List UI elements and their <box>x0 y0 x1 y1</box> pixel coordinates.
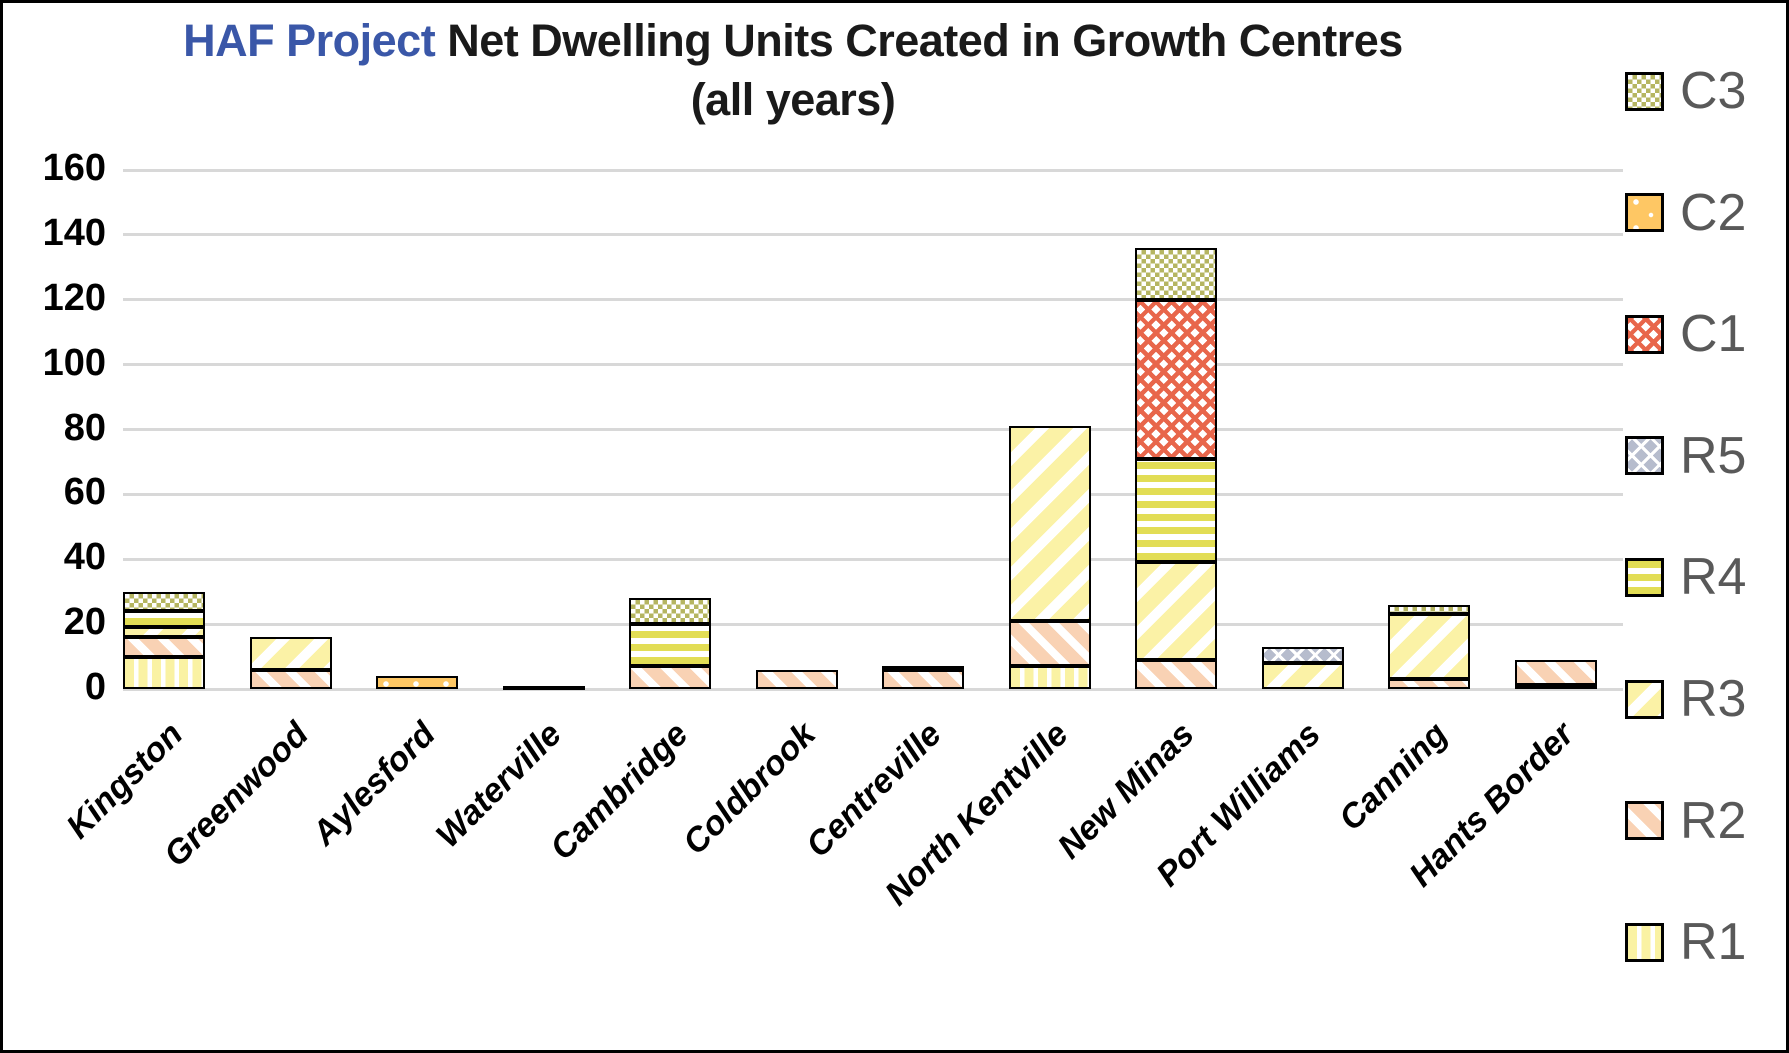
legend-item-C1: C1 <box>1625 308 1746 360</box>
bar-segment-R2 <box>1388 679 1470 689</box>
bar-canning <box>1388 604 1470 689</box>
bar-segment-R2 <box>123 637 205 657</box>
legend-label-C1: C1 <box>1680 305 1747 364</box>
gridline-20 <box>123 622 1623 626</box>
bar-segment-R2 <box>249 669 332 689</box>
legend-swatch-C2 <box>1625 193 1664 233</box>
bar-segment-R3 <box>123 627 205 638</box>
y-axis-label-100: 100 <box>42 341 106 384</box>
gridline-160 <box>123 168 1623 172</box>
y-axis-label-140: 140 <box>42 211 106 254</box>
x-axis-label-cambridge: Cambridge <box>543 715 696 868</box>
y-axis-label-80: 80 <box>63 406 106 449</box>
bar-segment-R2 <box>1514 659 1597 685</box>
bar-kingston <box>123 591 205 689</box>
bar-segment-C3 <box>123 591 205 612</box>
legend-label-C2: C2 <box>1680 183 1747 242</box>
chart-title-line2: (all years) <box>690 74 896 126</box>
legend-swatch-R1 <box>1625 922 1664 962</box>
bar-aylesford <box>376 676 458 689</box>
bar-segment-C3 <box>1135 247 1217 300</box>
gridline-0 <box>123 687 1623 691</box>
bar-coldbrook <box>755 669 838 689</box>
legend-swatch-R4 <box>1625 557 1664 597</box>
bar-segment-R2 <box>882 670 964 689</box>
bar-segment-R3 <box>249 637 332 670</box>
chart-title-highlight: HAF Project <box>183 15 436 66</box>
bar-segment-R4 <box>123 611 205 628</box>
bar-segment-R1 <box>1008 666 1091 689</box>
x-axis-label-canning: Canning <box>1331 715 1455 839</box>
legend-label-R3: R3 <box>1680 670 1747 728</box>
bar-centreville <box>882 666 964 689</box>
bar-waterville <box>502 685 585 690</box>
legend-item-R2: R2 <box>1625 795 1746 847</box>
bar-segment-R1 <box>123 656 205 689</box>
bar-segment-R2 <box>1008 620 1091 667</box>
legend-item-R3: R3 <box>1625 673 1746 725</box>
bar-segment-C3 <box>1388 604 1470 615</box>
legend-item-R5: R5 <box>1625 430 1746 482</box>
gridline-40 <box>123 557 1623 561</box>
legend-item-R1: R1 <box>1625 916 1746 968</box>
y-axis-label-20: 20 <box>63 601 106 644</box>
bar-segment-C1 <box>1135 299 1217 459</box>
y-axis-label-40: 40 <box>63 536 106 579</box>
y-axis-label-160: 160 <box>42 147 106 190</box>
x-axis-label-kingston: Kingston <box>58 715 190 847</box>
bar-hants-border <box>1514 659 1597 689</box>
chart-title: HAF Project Net Dwelling Units Created i… <box>63 11 1523 130</box>
bar-segment-C2 <box>376 676 458 689</box>
bar-greenwood <box>249 637 332 689</box>
chart-title-rest: Net Dwelling Units Created in Growth Cen… <box>435 15 1403 66</box>
bar-segment-R4 <box>1135 458 1217 563</box>
gridline-120 <box>123 298 1623 302</box>
bar-new-minas <box>1135 247 1217 689</box>
legend-swatch-C1 <box>1625 314 1664 354</box>
bar-segment-R2 <box>629 666 711 689</box>
bar-north-kentville <box>1008 426 1091 689</box>
gridline-140 <box>123 233 1623 237</box>
bar-segment-R4 <box>882 666 964 671</box>
bar-segment-R1 <box>1514 684 1597 689</box>
legend-item-C3: C3 <box>1625 65 1746 117</box>
legend-swatch-R2 <box>1625 801 1664 841</box>
legend-swatch-C3 <box>1625 71 1664 111</box>
y-axis-label-60: 60 <box>63 471 106 514</box>
bar-cambridge <box>629 598 711 689</box>
legend-label-C3: C3 <box>1680 62 1747 120</box>
legend-label-R2: R2 <box>1680 791 1747 850</box>
gridline-100 <box>123 363 1623 367</box>
bar-segment-R4 <box>629 624 711 667</box>
legend-swatch-R3 <box>1625 679 1664 719</box>
bar-segment-R3 <box>1261 663 1344 689</box>
bar-port-williams <box>1261 646 1344 689</box>
bar-segment-R3 <box>1388 614 1470 680</box>
gridline-60 <box>123 492 1623 496</box>
y-axis-label-0: 0 <box>84 666 106 708</box>
bar-segment-R2 <box>755 669 838 689</box>
legend-label-R5: R5 <box>1680 426 1747 485</box>
bar-segment-R3 <box>1135 562 1217 660</box>
legend-item-R4: R4 <box>1625 551 1746 603</box>
legend-swatch-R5 <box>1625 436 1664 476</box>
bar-segment-R5 <box>1261 646 1344 664</box>
bar-segment-R2 <box>1135 659 1217 689</box>
gridline-80 <box>123 428 1623 432</box>
legend-item-C2: C2 <box>1625 187 1746 239</box>
bar-segment-R1 <box>502 685 585 690</box>
legend-label-R4: R4 <box>1680 548 1747 607</box>
bar-segment-R3 <box>1008 426 1091 621</box>
y-axis-label-120: 120 <box>42 276 106 319</box>
bar-segment-C3 <box>629 598 711 625</box>
x-axis-label-aylesford: Aylesford <box>305 715 443 853</box>
legend-label-R1: R1 <box>1680 913 1747 972</box>
